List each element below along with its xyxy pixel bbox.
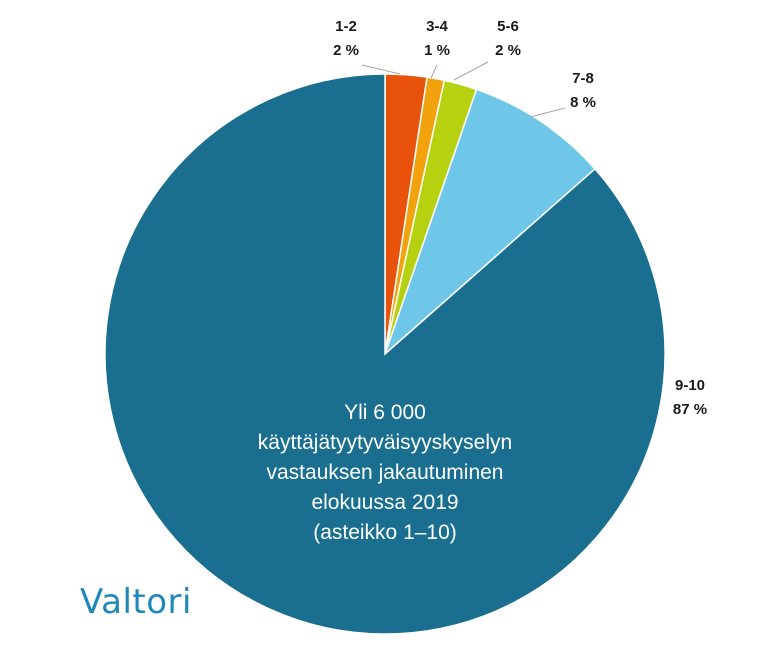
slice-category-label: 9-10 (675, 377, 705, 394)
slice-value-label: 2 % (495, 42, 521, 59)
slice-category-label: 7-8 (572, 70, 594, 87)
slice-category-label: 3-4 (426, 18, 448, 35)
center-text-line: käyttäjätyytyväisyyskyselyn (257, 431, 513, 454)
slice-value-label: 2 % (333, 42, 359, 59)
center-text-line: (asteikko 1–10) (313, 521, 457, 544)
slice-value-label: 87 % (673, 401, 707, 418)
slice-value-label: 8 % (570, 94, 596, 111)
center-text-line: Yli 6 000 (344, 401, 426, 424)
slice-category-label: 1-2 (335, 18, 357, 35)
pie-slice-9-10 (104, 73, 666, 635)
center-text-line: vastauksen jakautuminen (266, 461, 504, 484)
leader-line-7-8 (529, 107, 566, 118)
slice-value-label: 1 % (424, 42, 450, 59)
leader-line-1-2 (361, 64, 401, 75)
center-text-line: elokuussa 2019 (311, 491, 459, 514)
slice-category-label: 5-6 (497, 18, 519, 35)
chart-center-text: Yli 6 000 käyttäjätyytyväisyyskyselyn va… (230, 398, 540, 548)
leader-line-5-6 (453, 61, 489, 81)
valtori-logo: Valtori (80, 582, 192, 622)
leader-line-3-4 (430, 64, 438, 79)
pie-slice-7-8 (383, 88, 597, 357)
